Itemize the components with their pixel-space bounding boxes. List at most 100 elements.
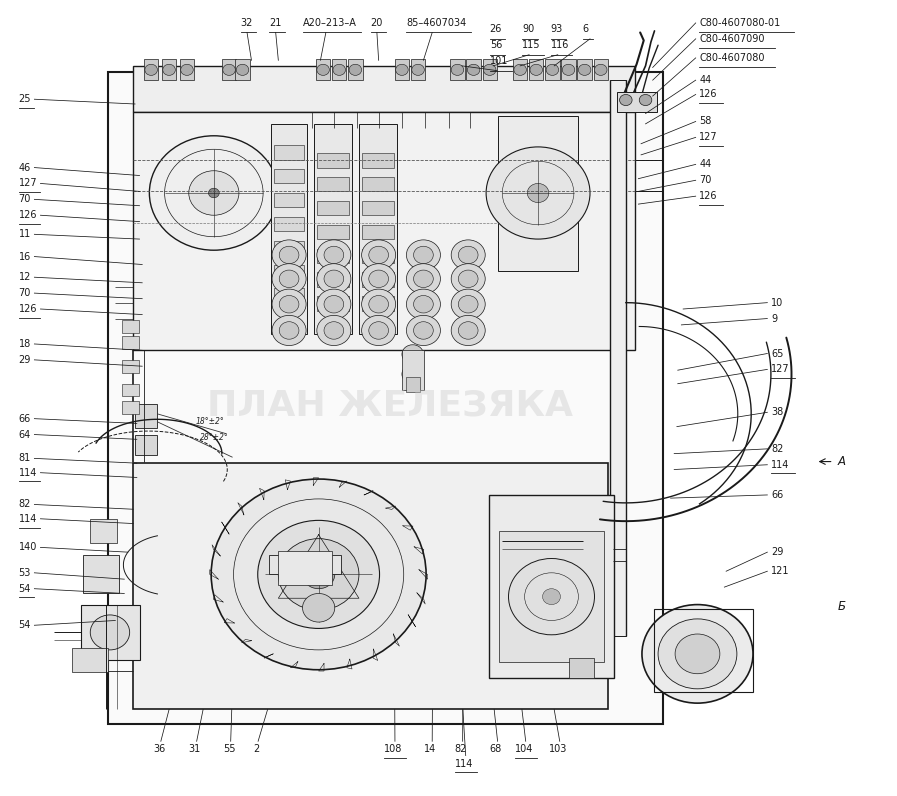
Bar <box>483 60 497 80</box>
Text: C80-4607080: C80-4607080 <box>700 53 765 63</box>
Circle shape <box>402 365 423 384</box>
Text: 28°±2°: 28°±2° <box>199 433 228 443</box>
Circle shape <box>302 560 335 589</box>
Bar <box>317 272 349 287</box>
Bar <box>274 217 304 231</box>
Text: A: A <box>838 455 846 468</box>
Text: 70: 70 <box>19 194 31 205</box>
Circle shape <box>527 183 549 202</box>
Circle shape <box>514 64 527 76</box>
Circle shape <box>317 315 351 345</box>
Circle shape <box>361 263 396 294</box>
Text: 44: 44 <box>700 75 711 85</box>
Circle shape <box>509 559 595 634</box>
Bar <box>123 384 139 396</box>
Text: 126: 126 <box>19 304 37 314</box>
Text: 16: 16 <box>19 252 30 262</box>
Bar <box>489 495 614 677</box>
Text: 6: 6 <box>583 25 589 34</box>
Circle shape <box>414 295 433 313</box>
Circle shape <box>369 270 388 287</box>
Bar <box>135 435 158 455</box>
Bar <box>134 463 608 709</box>
Bar <box>361 296 394 310</box>
Circle shape <box>361 315 396 345</box>
Circle shape <box>361 240 396 270</box>
Bar <box>402 350 424 390</box>
Bar <box>578 60 592 80</box>
Circle shape <box>91 615 130 650</box>
Bar <box>361 224 394 239</box>
Circle shape <box>257 521 379 628</box>
Bar <box>655 609 753 692</box>
Bar <box>361 177 394 191</box>
Text: C80-4607090: C80-4607090 <box>700 34 765 44</box>
Text: 126: 126 <box>700 89 718 100</box>
Text: 32: 32 <box>240 18 253 28</box>
Text: 127: 127 <box>19 178 38 189</box>
Circle shape <box>188 170 239 215</box>
Text: 81: 81 <box>19 454 30 463</box>
Circle shape <box>324 246 344 263</box>
Text: 126: 126 <box>700 191 718 201</box>
Text: 2: 2 <box>253 744 259 755</box>
Circle shape <box>406 240 440 270</box>
Bar <box>269 555 341 575</box>
Text: 25: 25 <box>19 94 31 104</box>
Text: 11: 11 <box>19 229 30 240</box>
Bar <box>274 240 304 255</box>
Text: 54: 54 <box>19 583 31 594</box>
Bar <box>144 60 159 80</box>
Bar <box>274 264 304 279</box>
Bar <box>73 648 109 672</box>
Text: 53: 53 <box>19 568 31 578</box>
Bar <box>594 60 608 80</box>
Bar <box>316 60 330 80</box>
Text: 12: 12 <box>19 272 31 283</box>
Text: 127: 127 <box>771 365 789 374</box>
Text: 64: 64 <box>19 430 30 439</box>
Circle shape <box>483 64 496 76</box>
Text: 29: 29 <box>771 547 783 557</box>
Text: 44: 44 <box>700 159 711 170</box>
Circle shape <box>546 64 559 76</box>
Circle shape <box>324 270 344 287</box>
Circle shape <box>396 64 408 76</box>
Circle shape <box>406 263 440 294</box>
Circle shape <box>642 605 753 703</box>
Text: 66: 66 <box>771 490 783 500</box>
Bar <box>411 60 425 80</box>
Text: 108: 108 <box>384 744 403 755</box>
Bar <box>466 60 481 80</box>
Bar <box>361 154 394 168</box>
Circle shape <box>451 263 485 294</box>
Text: 66: 66 <box>19 414 30 423</box>
Bar <box>91 519 118 543</box>
Bar <box>361 201 394 215</box>
Bar <box>395 60 409 80</box>
Circle shape <box>369 322 388 339</box>
Bar <box>135 404 158 428</box>
Circle shape <box>162 64 175 76</box>
Bar <box>529 60 544 80</box>
Text: Б: Б <box>838 599 846 613</box>
Circle shape <box>579 64 591 76</box>
Text: C80-4607080-01: C80-4607080-01 <box>700 18 780 28</box>
Bar <box>450 60 465 80</box>
Circle shape <box>211 479 426 669</box>
Text: 18: 18 <box>19 339 30 349</box>
Bar <box>317 154 349 168</box>
Text: 114: 114 <box>19 468 37 478</box>
Bar <box>314 124 352 334</box>
Bar <box>617 92 658 112</box>
Circle shape <box>369 295 388 313</box>
Text: A20–213–A: A20–213–A <box>302 18 356 28</box>
Text: 114: 114 <box>455 759 473 768</box>
Bar <box>123 336 139 349</box>
Circle shape <box>150 136 278 250</box>
Text: 29: 29 <box>19 355 31 365</box>
Text: 121: 121 <box>771 566 789 576</box>
Circle shape <box>658 619 737 689</box>
Circle shape <box>278 539 359 611</box>
Bar <box>134 66 635 112</box>
